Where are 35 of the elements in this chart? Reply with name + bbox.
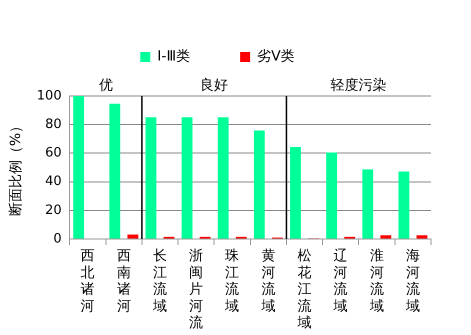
x-tick-label: 松花江流域 [296,248,312,332]
text: 优 [98,78,113,94]
bar [416,235,428,238]
y-tick-label: 80 [45,116,62,132]
bar [398,172,410,238]
bar [380,235,392,238]
x-tick-label: 辽河流域 [332,248,348,314]
bar [290,147,301,238]
text: 轻度污染 [330,78,387,94]
bar [109,104,120,238]
y-tick-label: 20 [45,202,62,218]
legend-label: 劣Ⅴ类 [257,48,295,65]
bar [146,117,156,238]
y-tick-label: 100 [36,88,62,104]
text: 良好 [200,78,228,94]
bar [182,117,192,238]
x-tick-label: 淮河流域 [368,248,384,314]
x-tick-label: 长江流域 [152,248,167,314]
y-tick-label: 60 [45,146,62,161]
y-axis-title: 断面比例（%） [8,118,24,216]
x-tick-label: 西北诸河 [80,248,95,314]
y-tick-label: 40 [45,174,62,190]
legend-label: Ⅰ-Ⅲ类 [157,48,190,65]
bar [127,234,138,238]
x-tick-label: 浙闽片河流 [189,248,204,332]
bar [73,96,84,238]
bar [254,130,265,238]
bar [218,117,229,238]
x-tick-label: 海河流域 [404,248,420,314]
y-tick-label: 0 [53,231,62,246]
bar [362,169,374,238]
bar [326,152,338,238]
x-tick-label: 黄河流域 [260,248,276,314]
x-tick-label: 珠江流域 [224,248,240,314]
x-tick-label: 西南诸河 [116,248,131,314]
